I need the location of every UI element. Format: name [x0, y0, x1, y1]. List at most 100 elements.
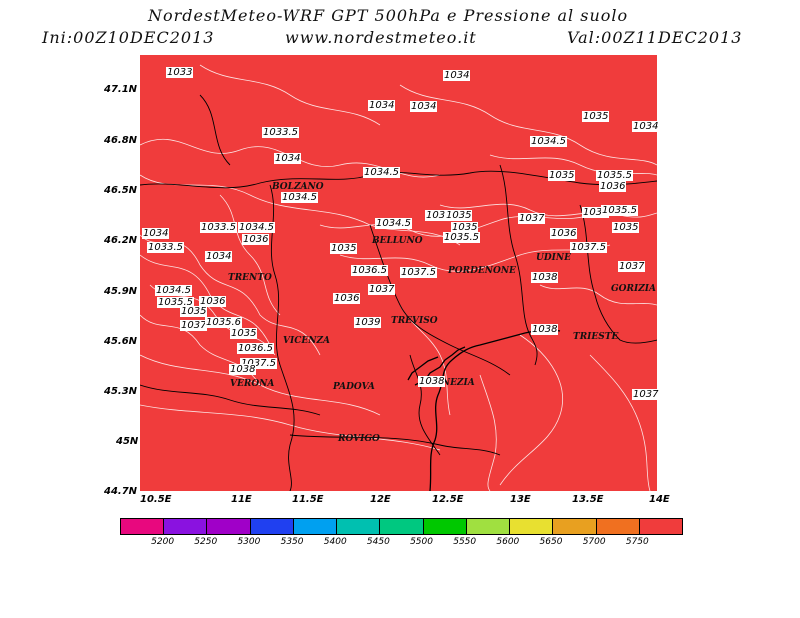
pressure-label: 1035 — [330, 243, 358, 254]
pressure-label: 1034.5 — [375, 218, 412, 229]
pressure-label: 1036 — [582, 207, 610, 218]
pressure-label: 1038 — [418, 376, 446, 387]
site-url: www.nordestmeteo.it — [285, 28, 477, 47]
city-label: BELLUNO — [372, 236, 423, 246]
pressure-label: 1035 — [582, 111, 610, 122]
legend-swatch — [510, 519, 554, 534]
lon-tick: 12E — [370, 494, 391, 505]
city-label: TRIESTE — [573, 332, 619, 342]
lat-tick: 46.2N — [104, 235, 138, 246]
pressure-label: 1034 — [443, 70, 471, 81]
pressure-label: 1036 — [333, 293, 361, 304]
valid-time: Val:00Z11DEC2013 — [567, 28, 743, 47]
legend-swatch — [121, 519, 165, 534]
pressure-label: 1034.5 — [530, 136, 567, 147]
pressure-label: 1036 — [550, 228, 578, 239]
legend-label: 5450 — [366, 537, 390, 547]
chart-title: NordestMeteo-WRF GPT 500hPa e Pressione … — [148, 6, 629, 25]
lon-tick: 12.5E — [432, 494, 464, 505]
city-label: UDINE — [536, 253, 571, 263]
city-label: PORDENONE — [448, 266, 516, 276]
legend-label: 5700 — [582, 537, 606, 547]
isobar-lines — [139, 64, 658, 492]
legend-swatch — [596, 519, 640, 534]
lat-tick: 45.9N — [104, 286, 138, 297]
legend-label: 5550 — [453, 537, 477, 547]
pressure-label: 1036 — [242, 234, 270, 245]
legend-swatch — [553, 519, 597, 534]
lat-tick: 46.5N — [104, 185, 138, 196]
pressure-label: 1037 — [180, 320, 208, 331]
lat-tick: 45.3N — [104, 386, 138, 397]
pressure-label: 1035.5 — [601, 205, 638, 216]
pressure-label: 1037 — [632, 389, 660, 400]
legend-swatch — [423, 519, 467, 534]
pressure-label: 1039 — [354, 317, 382, 328]
pressure-label: 1035 — [548, 170, 576, 181]
pressure-label: 1034.5 — [155, 285, 192, 296]
pressure-label: 1033.5 — [262, 127, 299, 138]
pressure-label: 1034 — [425, 210, 453, 221]
lat-tick: 47.1N — [104, 84, 138, 95]
pressure-label: 1037 — [618, 261, 646, 272]
pressure-label: 1038 — [531, 272, 559, 283]
pressure-label: 1034 — [632, 121, 660, 132]
pressure-label: 1033 — [166, 67, 194, 78]
lat-tick: 44.7N — [104, 486, 138, 497]
lon-tick: 14E — [649, 494, 670, 505]
legend-label: 5650 — [539, 537, 563, 547]
pressure-label: 1034 — [274, 153, 302, 164]
lat-tick: 45.6N — [104, 336, 138, 347]
color-legend — [120, 518, 683, 535]
pressure-map — [139, 55, 658, 492]
legend-swatch — [250, 519, 294, 534]
pressure-label: 1034 — [410, 101, 438, 112]
pressure-label: 1037 — [518, 213, 546, 224]
legend-label: 5400 — [323, 537, 347, 547]
pressure-label: 1034 — [205, 251, 233, 262]
pressure-label: 1037.5 — [240, 358, 277, 369]
pressure-label: 1036.5 — [237, 343, 274, 354]
legend-label: 5350 — [280, 537, 304, 547]
legend-swatch — [164, 519, 208, 534]
legend-label: 5750 — [625, 537, 649, 547]
pressure-label: 1033.5 — [147, 242, 184, 253]
legend-swatch — [293, 519, 338, 534]
pressure-label: 1035.5 — [157, 297, 194, 308]
pressure-label: 1034.5 — [281, 192, 318, 203]
pressure-label: 1035.5 — [596, 170, 633, 181]
legend-swatch — [337, 519, 381, 534]
pressure-label: 1035.6 — [205, 317, 242, 328]
city-label: GORIZIA — [611, 284, 656, 294]
city-label: TREVISO — [391, 316, 438, 326]
map-canvas — [139, 55, 658, 492]
lat-tick: 45N — [116, 436, 139, 447]
pressure-label: 1034.5 — [363, 167, 400, 178]
lon-tick: 11E — [231, 494, 252, 505]
pressure-label: 1035 — [180, 306, 208, 317]
lat-tick: 46.8N — [104, 135, 138, 146]
pressure-label: 1034.5 — [238, 222, 275, 233]
legend-label: 5200 — [151, 537, 175, 547]
city-label: TRENTO — [228, 273, 272, 283]
pressure-label: 1038 — [531, 324, 559, 335]
map-background — [140, 55, 657, 491]
legend-swatch — [207, 519, 251, 534]
city-label: VENEZIA — [428, 378, 475, 388]
legend-swatch — [380, 519, 424, 534]
pressure-label: 1035.5 — [443, 232, 480, 243]
pressure-label: 1037.5 — [400, 267, 437, 278]
lon-tick: 11.5E — [292, 494, 324, 505]
pressure-label: 1036 — [199, 296, 227, 307]
pressure-label: 1037 — [368, 284, 396, 295]
pressure-label: 1035 — [230, 328, 258, 339]
lon-tick: 13E — [510, 494, 531, 505]
city-label: VICENZA — [283, 336, 330, 346]
pressure-label: 1036 — [599, 181, 627, 192]
city-label: PADOVA — [333, 382, 375, 392]
pressure-label: 1035 — [445, 210, 473, 221]
legend-label: 5500 — [410, 537, 433, 547]
pressure-label: 1035 — [451, 222, 479, 233]
city-label: BOLZANO — [272, 182, 324, 192]
legend-swatch — [639, 519, 683, 534]
